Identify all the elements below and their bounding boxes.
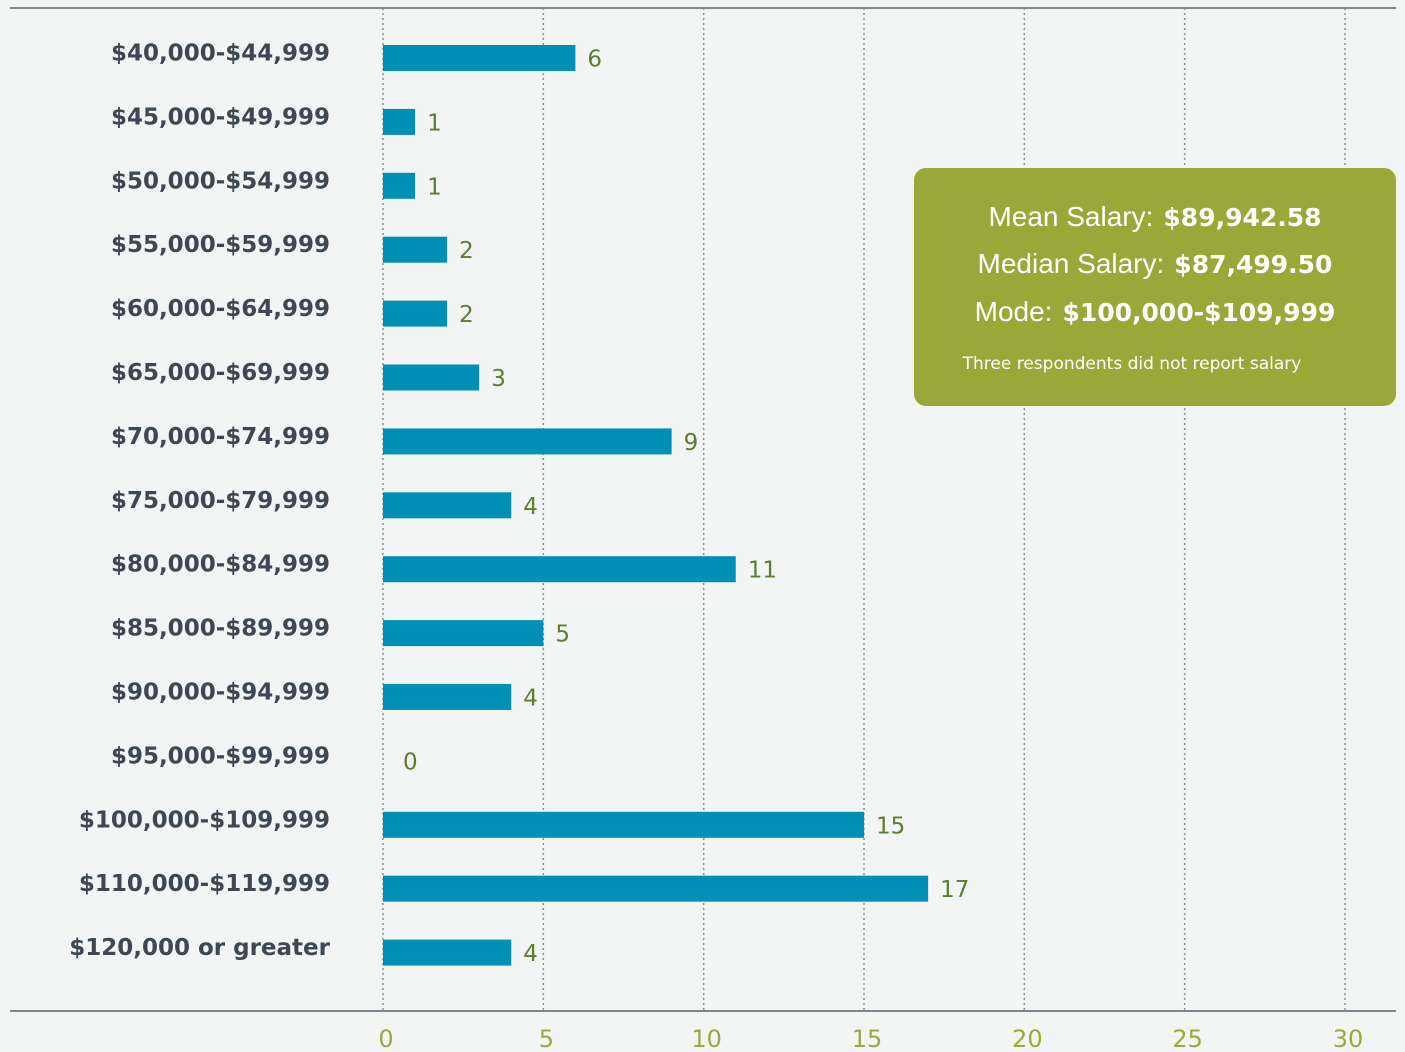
y-tick-label: $40,000-$44,999 (111, 41, 330, 67)
value-label: 4 (523, 686, 538, 712)
bar (383, 939, 512, 966)
annotation-label: Median Salary: (978, 248, 1165, 279)
annotation-line: Mean Salary: $89,942.58 (988, 201, 1321, 232)
bar (383, 811, 864, 838)
y-tick-label: $55,000-$59,999 (111, 232, 330, 258)
annotation-value: $87,499.50 (1174, 250, 1332, 279)
value-label: 1 (427, 174, 442, 200)
y-tick-label: $85,000-$89,999 (111, 616, 330, 642)
bar (383, 172, 416, 199)
value-label: 4 (523, 494, 538, 520)
annotation-label: Mode: (975, 296, 1053, 327)
bars (383, 45, 929, 966)
value-label: 3 (491, 366, 506, 392)
value-label: 6 (587, 47, 602, 73)
bar (383, 428, 672, 455)
value-label: 9 (684, 430, 699, 456)
bar (383, 236, 448, 263)
x-tick-label: 5 (539, 1025, 554, 1052)
value-label: 2 (459, 302, 474, 328)
bar (383, 364, 480, 391)
x-tick-label: 15 (852, 1025, 883, 1052)
bar (383, 492, 512, 519)
value-label: 0 (403, 749, 418, 775)
x-tick-label: 25 (1172, 1025, 1203, 1052)
x-tick-label: 0 (378, 1025, 393, 1052)
y-tick-label: $80,000-$84,999 (111, 552, 330, 578)
bar (383, 45, 576, 71)
bar (383, 300, 448, 327)
x-tick-label: 30 (1333, 1025, 1364, 1052)
x-tick-label: 10 (691, 1025, 722, 1052)
y-tick-label: $60,000-$64,999 (111, 296, 330, 322)
y-tick-label: $65,000-$69,999 (111, 360, 330, 386)
y-tick-label: $110,000-$119,999 (79, 871, 330, 897)
annotation-line: Median Salary: $87,499.50 (978, 248, 1333, 279)
bar (383, 875, 929, 902)
y-tick-label: $50,000-$54,999 (111, 168, 330, 194)
x-tick-label: 20 (1012, 1025, 1043, 1052)
bar (383, 108, 416, 135)
bar (383, 620, 544, 647)
annotation-value: $89,942.58 (1163, 203, 1321, 232)
annotation-label: Mean Salary: (988, 201, 1153, 232)
y-tick-label: $120,000 or greater (69, 935, 330, 961)
bar (383, 556, 736, 583)
y-tick-label: $100,000-$109,999 (79, 807, 330, 833)
annotation-line: Mode: $100,000-$109,999 (975, 296, 1336, 327)
value-label: 5 (555, 622, 570, 648)
y-tick-label: $75,000-$79,999 (111, 488, 330, 514)
value-label: 2 (459, 238, 474, 264)
value-label: 15 (876, 813, 905, 839)
value-label: 17 (940, 877, 969, 903)
value-label: 1 (427, 110, 442, 136)
y-tick-label: $45,000-$49,999 (111, 104, 330, 130)
y-tick-label: $90,000-$94,999 (111, 680, 330, 706)
y-tick-label: $95,000-$99,999 (111, 743, 330, 769)
annotation-value: $100,000-$109,999 (1062, 298, 1335, 327)
y-tick-label: $70,000-$74,999 (111, 424, 330, 450)
annotation-note: Three respondents did not report salary (962, 354, 1302, 374)
bar (383, 684, 512, 710)
annotation-box (914, 168, 1396, 406)
value-label: 11 (748, 558, 777, 584)
value-label: 4 (523, 941, 538, 967)
